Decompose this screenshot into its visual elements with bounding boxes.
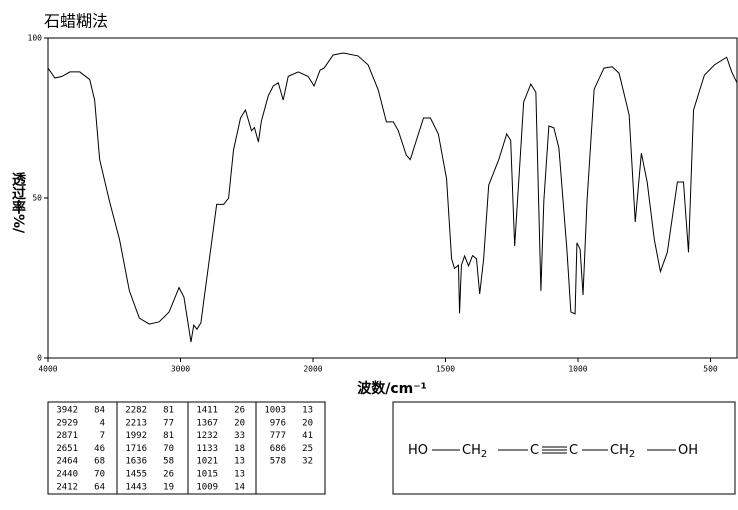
peak-wavenumber: 2440 — [56, 470, 78, 480]
structure-group: OH — [678, 443, 698, 458]
peak-wavenumber: 1015 — [196, 470, 218, 480]
peak-transmittance: 26 — [234, 406, 245, 416]
structure-group: C — [530, 443, 539, 458]
chart-title: 石蜡糊法 — [44, 12, 108, 31]
x-axis-label: 波数/cm⁻¹ — [357, 380, 427, 397]
peak-transmittance: 14 — [234, 482, 245, 492]
peak-wavenumber: 1367 — [196, 418, 218, 428]
peak-transmittance: 68 — [94, 457, 105, 467]
peak-wavenumber: 2929 — [56, 418, 78, 428]
peak-wavenumber: 686 — [270, 444, 286, 454]
x-tick-label: 1500 — [436, 365, 455, 374]
peak-transmittance: 4 — [100, 418, 105, 428]
structure-group: CH2 — [462, 443, 487, 461]
structure-group: HO — [408, 443, 428, 458]
peak-wavenumber: 1636 — [125, 457, 147, 467]
peak-transmittance: 64 — [94, 482, 105, 492]
peak-wavenumber: 1443 — [125, 482, 147, 492]
peak-transmittance: 41 — [302, 431, 313, 441]
x-tick-label: 1000 — [568, 365, 587, 374]
y-tick-label: 100 — [28, 34, 43, 43]
peak-transmittance: 32 — [302, 457, 313, 467]
peak-wavenumber: 1716 — [125, 444, 147, 454]
peak-transmittance: 84 — [94, 406, 105, 416]
structure-frame — [392, 401, 736, 495]
group-label: HO — [408, 443, 428, 458]
structure-group: C — [569, 443, 578, 458]
peak-wavenumber: 976 — [270, 418, 286, 428]
peak-transmittance: 20 — [234, 418, 245, 428]
x-tick-label: 500 — [703, 365, 718, 374]
peak-transmittance: 33 — [234, 431, 245, 441]
x-tick-label: 2000 — [303, 365, 322, 374]
peak-transmittance: 46 — [94, 444, 105, 454]
peak-wavenumber: 2651 — [56, 444, 78, 454]
peak-wavenumber: 578 — [270, 457, 286, 467]
peak-transmittance: 81 — [163, 406, 174, 416]
peak-transmittance: 18 — [234, 444, 245, 454]
peak-transmittance: 13 — [302, 406, 313, 416]
peak-wavenumber: 1411 — [196, 406, 218, 416]
y-tick-label: 0 — [37, 354, 42, 363]
peak-transmittance: 19 — [163, 482, 174, 492]
group-label: OH — [678, 443, 698, 458]
peak-wavenumber: 2412 — [56, 482, 78, 492]
peak-transmittance: 58 — [163, 457, 174, 467]
peak-wavenumber: 2213 — [125, 418, 147, 428]
peak-wavenumber: 3942 — [56, 406, 78, 416]
group-subscript: 2 — [481, 449, 487, 460]
peak-transmittance: 70 — [94, 470, 105, 480]
group-label: C — [569, 443, 578, 458]
peak-wavenumber: 777 — [270, 431, 286, 441]
peak-wavenumber: 1133 — [196, 444, 218, 454]
peak-transmittance: 20 — [302, 418, 313, 428]
x-tick-label: 3000 — [171, 365, 190, 374]
peak-wavenumber: 2871 — [56, 431, 78, 441]
peak-wavenumber: 2282 — [125, 406, 147, 416]
peak-wavenumber: 1992 — [125, 431, 147, 441]
peak-transmittance: 13 — [234, 457, 245, 467]
spectrum-line — [47, 52, 738, 343]
peak-transmittance: 77 — [163, 418, 174, 428]
y-axis-label: 透过率%/ — [10, 172, 26, 234]
peak-wavenumber: 1232 — [196, 431, 218, 441]
y-tick-label: 50 — [32, 194, 42, 203]
peak-table-frame — [47, 401, 326, 495]
peak-transmittance: 81 — [163, 431, 174, 441]
x-tick-label: 4000 — [38, 365, 57, 374]
group-label: CH — [462, 443, 481, 458]
group-label: C — [530, 443, 539, 458]
peak-transmittance: 25 — [302, 444, 313, 454]
peak-wavenumber: 2464 — [56, 457, 78, 467]
peak-transmittance: 70 — [163, 444, 174, 454]
group-label: CH — [610, 443, 629, 458]
peak-wavenumber: 1455 — [125, 470, 147, 480]
peak-wavenumber: 1021 — [196, 457, 218, 467]
peak-wavenumber: 1003 — [264, 406, 286, 416]
group-subscript: 2 — [629, 449, 635, 460]
peak-transmittance: 26 — [163, 470, 174, 480]
peak-transmittance: 7 — [100, 431, 105, 441]
peak-wavenumber: 1009 — [196, 482, 218, 492]
peak-transmittance: 13 — [234, 470, 245, 480]
structure-group: CH2 — [610, 443, 635, 461]
